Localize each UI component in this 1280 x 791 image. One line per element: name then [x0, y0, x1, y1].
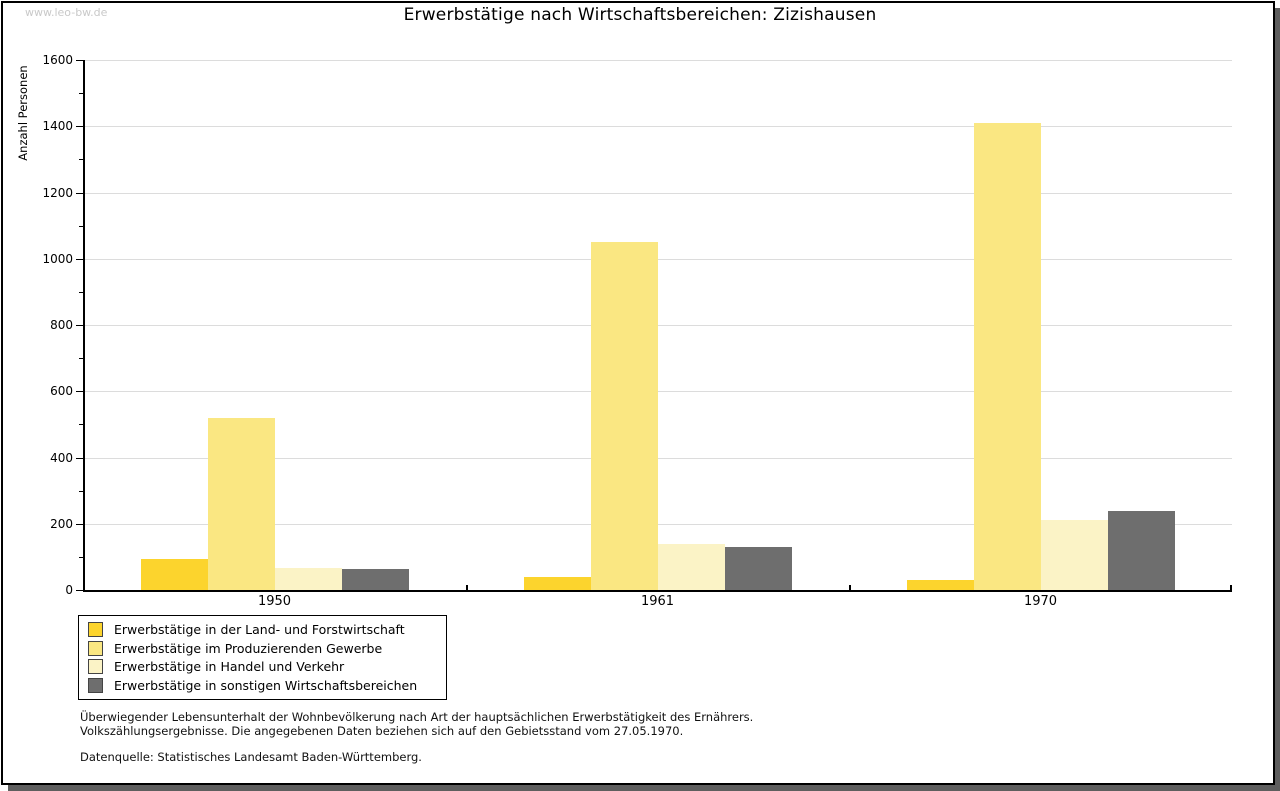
gridline: [83, 523, 1232, 525]
y-minor-tick-icon: [79, 93, 83, 95]
watermark: www.leo-bw.de: [25, 6, 108, 19]
bar-1970-series3: [1040, 520, 1108, 590]
legend-item: Erwerbstätige in der Land- und Forstwirt…: [88, 621, 437, 637]
y-major-tick-icon: [76, 590, 83, 591]
x-tick-icon: [1230, 585, 1232, 590]
y-minor-tick-icon: [79, 556, 83, 558]
legend-swatch-icon: [88, 678, 103, 694]
footnote-description: Überwiegender Lebensunterhalt der Wohnbe…: [80, 710, 754, 738]
legend-item: Erwerbstätige in Handel und Verkehr: [88, 659, 437, 675]
frame-shadow-bottom: [8, 785, 1280, 791]
x-tick-icon: [849, 585, 851, 590]
x-category-label: 1950: [257, 594, 292, 609]
bar-1970-series2: [973, 122, 1041, 590]
y-tick-label: 1000: [42, 251, 73, 266]
y-minor-tick-icon: [79, 159, 83, 161]
legend-swatch-icon: [88, 659, 103, 675]
footnote-source: Datenquelle: Statistisches Landesamt Bad…: [80, 750, 422, 764]
y-major-tick-icon: [76, 126, 83, 128]
y-tick-label: 0: [65, 583, 73, 597]
gridline: [83, 258, 1232, 260]
y-tick-label: 400: [50, 450, 73, 465]
footnote-line: Volkszählungsergebnisse. Die angegebenen…: [80, 723, 684, 738]
gridline: [83, 391, 1232, 393]
bar-1950-series4: [341, 569, 409, 590]
y-tick-label: 800: [50, 318, 73, 332]
y-tick-label: 1400: [42, 119, 73, 134]
footnote-line: Überwiegender Lebensunterhalt der Wohnbe…: [80, 710, 754, 724]
y-minor-tick-icon: [79, 490, 83, 492]
y-minor-tick-icon: [79, 291, 83, 293]
gridline: [83, 60, 1232, 61]
x-axis-line: [83, 590, 1232, 592]
bar-1961-series3: [657, 543, 725, 590]
y-axis-line: [83, 60, 85, 590]
legend-label: Erwerbstätige in der Land- und Forstwirt…: [114, 621, 405, 637]
x-tick-icon: [466, 585, 468, 590]
gridline: [83, 325, 1232, 326]
legend-item: Erwerbstätige im Produzierenden Gewerbe: [88, 640, 437, 656]
y-major-tick-icon: [76, 192, 83, 194]
bar-1970-series4: [1107, 510, 1175, 590]
y-tick-label: 1600: [42, 53, 73, 67]
y-minor-tick-icon: [79, 225, 83, 227]
x-category-label: 1961: [640, 594, 675, 609]
y-major-tick-icon: [76, 60, 83, 61]
legend-label: Erwerbstätige im Produzierenden Gewerbe: [114, 640, 383, 656]
legend-item: Erwerbstätige in sonstigen Wirtschaftsbe…: [88, 678, 437, 694]
bar-1950-series3: [274, 568, 342, 590]
gridline: [83, 457, 1232, 459]
y-major-tick-icon: [76, 325, 83, 326]
y-minor-tick-icon: [79, 424, 83, 426]
legend-box: Erwerbstätige in der Land- und Forstwirt…: [78, 615, 447, 700]
y-tick-label: 200: [50, 516, 73, 531]
bar-1961-series2: [590, 242, 658, 590]
bar-1961-series4: [724, 546, 792, 590]
y-minor-tick-icon: [79, 358, 83, 360]
legend-label: Erwerbstätige in Handel und Verkehr: [114, 659, 345, 675]
y-tick-label: 600: [50, 384, 73, 399]
y-major-tick-icon: [76, 523, 83, 525]
gridline: [83, 126, 1232, 128]
bar-1950-series2: [207, 417, 275, 590]
chart-title: Erwerbstätige nach Wirtschaftsbereichen:…: [403, 5, 877, 25]
bar-1961-series1: [523, 576, 591, 590]
gridline: [83, 192, 1232, 194]
y-tick-label: 1200: [42, 185, 73, 200]
legend-label: Erwerbstätige in sonstigen Wirtschaftsbe…: [114, 678, 418, 694]
y-major-tick-icon: [76, 258, 83, 260]
bar-1970-series1: [906, 580, 974, 590]
bar-1950-series1: [140, 558, 208, 590]
y-major-tick-icon: [76, 391, 83, 393]
x-category-label: 1970: [1023, 594, 1058, 609]
legend-swatch-icon: [88, 621, 103, 637]
y-major-tick-icon: [76, 457, 83, 459]
legend-swatch-icon: [88, 640, 103, 656]
frame-shadow-right: [1275, 8, 1280, 791]
